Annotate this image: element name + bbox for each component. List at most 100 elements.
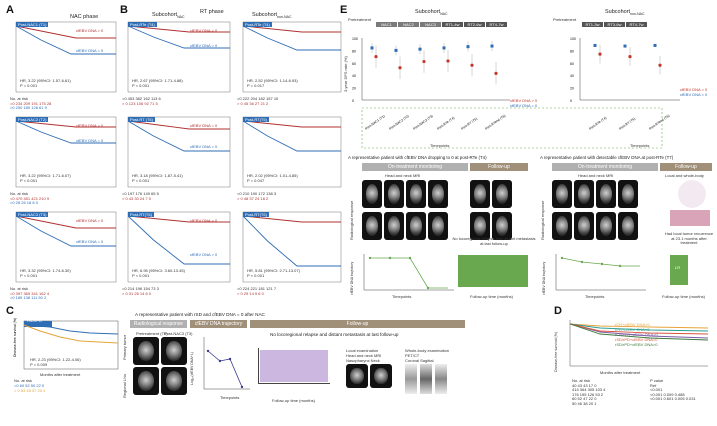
panel-e-ex1-fu-text: No locoregional relapse and distant meta…: [452, 236, 536, 246]
km-curve: [127, 120, 230, 130]
panel-d-legend-item: rSD/rPD+cfEBV DNA>0: [615, 342, 658, 347]
mri-image: [618, 180, 638, 208]
panel-e-ytick: 60: [352, 62, 356, 66]
mri-image: [618, 212, 638, 240]
panel-c-trajectory: [203, 337, 250, 390]
panel-a-km-1: [15, 116, 117, 188]
km-tag: Post-NAC2 (T2): [16, 117, 49, 122]
panel-c-traj-xlabel: Timepoints: [220, 395, 240, 400]
km-legend: cfEBV DNA = 0: [190, 218, 218, 223]
km-legend: cfEBV DNA > 0: [190, 144, 218, 149]
km-legend: cfEBV DNA > 0: [190, 251, 218, 257]
dfs-point-zero: [623, 44, 627, 48]
panel-e-ex1-fu-bar: [458, 255, 528, 287]
panel-e-timeline-nac: NAC3: [420, 22, 441, 27]
panel-c-risk-2: > 0 53 45 37 20 1: [14, 388, 46, 393]
panel-d-km: [569, 320, 709, 367]
panel-c-local-sub2: Nasopharynx Neck: [346, 358, 380, 363]
mri-image: [362, 180, 382, 208]
panel-e-timeline-nac: NAC2: [398, 22, 419, 27]
km-tag: Post-RT (T6): [128, 117, 155, 122]
panel-e-ex1-onmon: On-treatment monitoring: [362, 163, 468, 171]
panel-a-km-2: [15, 211, 117, 283]
mri-image: [596, 180, 616, 208]
panel-c-fu-axes: [258, 348, 330, 384]
panel-c-example-title: A representative patient with rSD and cf…: [135, 312, 265, 317]
dfs-point-pos: [398, 66, 402, 70]
panel-c-wb-sub2: Coronal Sagittal: [405, 358, 434, 363]
km-curve: [15, 25, 116, 39]
panel-e-xlabel: Timepoints: [430, 143, 450, 148]
km-risk-row: > 0 43 30 24 7 0: [122, 195, 152, 201]
panel-c-g1: Radiological response: [130, 320, 187, 328]
panel-e-tp-label: Post-RTe (T4): [588, 116, 607, 131]
panel-c-g2: cfEBV DNA trajectory: [190, 320, 247, 328]
km-risk-row: >0 250 180 128 61 9: [10, 105, 47, 110]
panel-e-ex2-traj: [555, 254, 646, 291]
panel-e-ex1-traj-label: cfEBV DNA trajectory: [350, 261, 354, 295]
km-p: P = 0.047: [247, 178, 265, 183]
panel-e-ex2-fut: Follow-up time (months): [662, 294, 705, 299]
dfs-point-zero: [490, 44, 494, 48]
panel-c-local-sub1: Head and neck MRI: [346, 353, 382, 358]
panel-d-pval-row: <0.001 0.601 0.005 0.031: [650, 396, 696, 402]
panel-e-leg-zero-non: cfEBV DNA = 0: [680, 92, 708, 97]
km-risk-row: > 0 48 37 24 16 2: [237, 195, 269, 201]
panel-e-leg-zero: cfEBV DNA = 0: [510, 103, 538, 108]
mri-image: [552, 180, 572, 208]
km-hr: HR, 3.22 (95%CI: 1.57-6.61): [20, 78, 71, 83]
panel-e-tp-label: Post-RT (T5): [460, 117, 478, 131]
dfs-point-pos: [494, 71, 498, 75]
mri-image: [346, 364, 368, 388]
panel-b-title-mid: RT phase: [200, 9, 224, 15]
panel-e-pre-non: Pretreatment: [553, 17, 577, 22]
panel-e-ex1-hn: Head and neck MRI: [385, 173, 421, 178]
km-curve: [242, 120, 341, 152]
panel-c-fu-bar: [260, 350, 328, 382]
mri-image: [362, 212, 382, 240]
km-risk-row: =0 214 196 154 73 3: [122, 286, 159, 291]
dfs-point-zero: [466, 45, 470, 49]
panel-e-ex2-fu: Follow-up: [660, 163, 712, 171]
dfs-point-zero: [370, 46, 374, 50]
panel-e-ytick: 80: [352, 49, 356, 53]
km-curve: [15, 215, 116, 247]
km-p: P < 0.001: [20, 273, 38, 278]
panel-e-ex2-fu-bar: [670, 255, 688, 285]
panel-c-tag: rSD/rPD: [27, 318, 42, 323]
km-legend: cfEBV DNA = 0: [190, 123, 218, 128]
mri-image: [596, 212, 616, 240]
panel-a-title: NAC phase: [70, 14, 99, 20]
km-curve: [242, 215, 341, 223]
panel-d-pval-row: <0.001 0.009 0.488: [650, 391, 685, 397]
km-curve: [242, 25, 341, 51]
dfs-point-pos: [374, 55, 378, 59]
km-risk-row: > 0 31 26 14 6 0: [122, 290, 152, 296]
panel-e-ex2-tp: Timepoints: [585, 294, 605, 299]
km-risk-row: > 0 29 14 9 6 0: [237, 290, 264, 296]
panel-d-risk-row: 40 43 43 17 0: [572, 382, 597, 388]
mri-image: [574, 212, 594, 240]
panel-e-ex2-hn: Head and neck MRI: [578, 173, 614, 178]
panel-b-right-km-0: [242, 21, 342, 93]
panel-d-legend-item: rSD/rPD+cfEBV DNA=0: [615, 337, 658, 342]
panel-d-pval-row: <0.001: [650, 387, 663, 393]
svg-text:Disease-free survival (%): Disease-free survival (%): [13, 318, 17, 357]
km-p: P < 0.001: [247, 273, 265, 278]
km-risk-row: =0 234 209 191 175 28: [10, 100, 52, 106]
panel-c-fu-title: No locoregional relapse and distant meta…: [270, 332, 399, 337]
panel-c-row2: Regional LNs: [122, 373, 127, 398]
panel-c-local-exam: Local examination: [346, 348, 379, 353]
km-risk-row: =0 222 204 182 157 10: [237, 96, 279, 101]
mri-image: [428, 180, 448, 208]
km-risk-row: =0 224 221 181 121 7: [237, 286, 277, 291]
km-curve: [127, 215, 230, 223]
panel-e-timeline-nac: RT2-6w: [464, 22, 485, 27]
km-legend: cfEBV DNA = 0: [190, 28, 218, 33]
dfs-point-pos: [658, 63, 662, 67]
km-p: P = 0.017: [247, 83, 265, 88]
panel-e-timeline-non: RT3-6w: [604, 22, 625, 27]
km-risk-row: No. at risk: [10, 286, 29, 291]
dfs-point-zero: [653, 43, 657, 47]
